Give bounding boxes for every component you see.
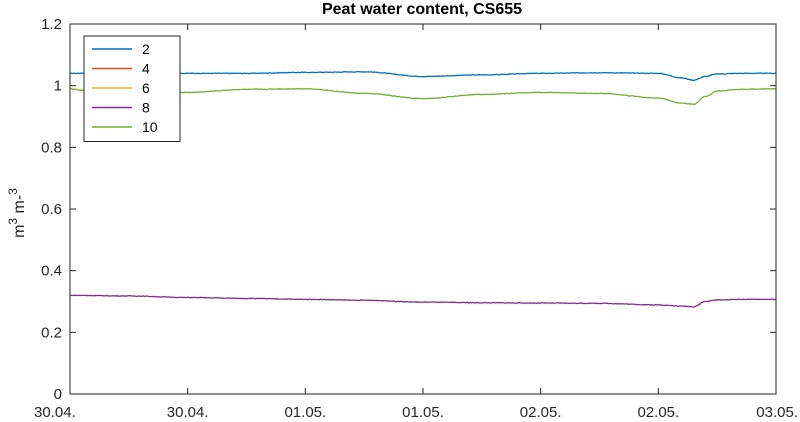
y-axis-label-text: m3 m-3 [6,188,28,238]
chart-title: Peat water content, CS655 [322,1,522,18]
y-tick-label: 1.2 [41,16,62,33]
legend-label-2: 2 [142,41,150,57]
legend: 2 4 6 8 10 [83,35,181,142]
legend-label-6: 6 [142,80,150,96]
y-tick-label: 0.8 [41,139,62,156]
x-tick-label: 02.05. [637,404,679,421]
y-tick-label: 1 [54,78,62,95]
series-line-8 [69,294,777,308]
x-tick-label: 02.05. [520,404,562,421]
y-tick-label: 0 [54,386,62,403]
x-tick-label: 30.04. [34,404,76,421]
legend-label-8: 8 [142,100,150,116]
legend-label-4: 4 [142,61,150,77]
y-tick-label: 0.4 [41,263,62,280]
y-tick-label: 0.6 [41,201,62,218]
y-tick-label: 0.2 [41,324,62,341]
axes: 0 0.2 0.4 0.6 0.8 1 1.2 30.04. 30.04. 01.05. 01.05… [34,16,798,421]
plot-area [69,70,777,308]
x-tick-label: 30.04. [167,404,209,421]
x-tick-label: 01.05. [402,404,444,421]
legend-label-10: 10 [142,119,158,135]
x-tick-label: 01.05. [284,404,326,421]
series-line-10 [69,87,777,106]
y-axis-label: m3 m-3 [6,188,28,238]
x-tick-label: 03.05. [756,404,798,421]
series-line-2 [69,70,777,82]
